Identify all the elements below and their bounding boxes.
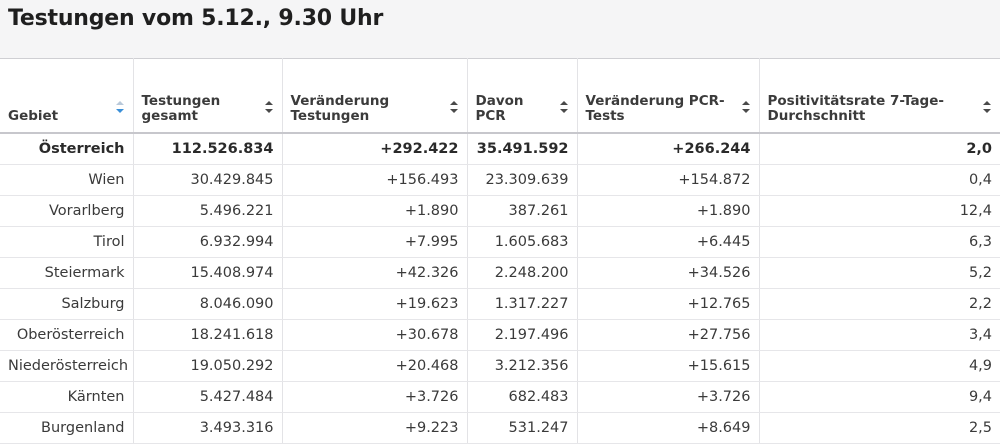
table-row: Salzburg 8.046.090 +19.623 1.317.227 +12… [0,288,1000,320]
cell-rate: 5,2 [759,257,1000,289]
sort-descending-icon[interactable] [115,100,125,114]
column-header-davon-pcr[interactable]: Davon PCR [467,58,578,134]
table-row: Burgenland 3.493.316 +9.223 531.247 +8.6… [0,412,1000,444]
column-label: Veränderung Testungen [290,93,390,124]
cell-pcr: 2.197.496 [467,319,578,351]
cell-pcr: 3.212.356 [467,350,578,382]
cell-veraenderung: +9.223 [282,412,468,444]
page-title: Testungen vom 5.12., 9.30 Uhr [8,6,384,31]
cell-pcr: 682.483 [467,381,578,413]
column-header-positivitaetsrate[interactable]: Positivitätsrate 7-Tage-Durchschnitt [759,58,1000,134]
cell-rate: 6,3 [759,226,1000,258]
cell-pcr: 35.491.592 [467,133,578,165]
table-header-row: Gebiet Testungen gesamt [0,58,1000,134]
cell-veraenderung: +1.890 [282,195,468,227]
cell-testungen: 18.241.618 [133,319,283,351]
cell-rate: 12,4 [759,195,1000,227]
page-header: Testungen vom 5.12., 9.30 Uhr [0,0,1000,58]
sort-arrows-icon[interactable] [982,100,992,114]
cell-pcr: 531.247 [467,412,578,444]
cell-testungen: 5.427.484 [133,381,283,413]
cell-veraenderung: +20.468 [282,350,468,382]
cell-gebiet: Tirol [0,226,134,258]
cell-gebiet: Niederösterreich [0,350,134,382]
cell-testungen: 8.046.090 [133,288,283,320]
column-header-gebiet[interactable]: Gebiet [0,58,134,134]
sort-arrows-icon[interactable] [741,100,751,114]
cell-gebiet: Wien [0,164,134,196]
cell-veraenderung: +156.493 [282,164,468,196]
column-label: Veränderung PCR-Tests [585,93,725,124]
cell-gebiet: Burgenland [0,412,134,444]
table-row: Wien 30.429.845 +156.493 23.309.639 +154… [0,164,1000,196]
cell-veraenderung-pcr: +1.890 [577,195,760,227]
cell-gebiet: Kärnten [0,381,134,413]
sort-arrows-icon[interactable] [559,100,569,114]
table-row: Österreich 112.526.834 +292.422 35.491.5… [0,133,1000,165]
cell-gebiet: Österreich [0,133,134,165]
table-row: Kärnten 5.427.484 +3.726 682.483 +3.726 … [0,381,1000,413]
cell-testungen: 6.932.994 [133,226,283,258]
column-header-testungen-gesamt[interactable]: Testungen gesamt [133,58,283,134]
cell-pcr: 1.317.227 [467,288,578,320]
cell-testungen: 3.493.316 [133,412,283,444]
column-header-veraenderung-testungen[interactable]: Veränderung Testungen [282,58,468,134]
cell-veraenderung: +42.326 [282,257,468,289]
cell-veraenderung: +30.678 [282,319,468,351]
cell-veraenderung: +7.995 [282,226,468,258]
cell-veraenderung-pcr: +34.526 [577,257,760,289]
cell-gebiet: Salzburg [0,288,134,320]
cell-gebiet: Oberösterreich [0,319,134,351]
cell-rate: 0,4 [759,164,1000,196]
cell-veraenderung-pcr: +15.615 [577,350,760,382]
cell-veraenderung-pcr: +266.244 [577,133,760,165]
sort-arrows-icon[interactable] [264,100,274,114]
column-label: Testungen gesamt [141,93,221,124]
cell-rate: 2,5 [759,412,1000,444]
cell-rate: 4,9 [759,350,1000,382]
table-row: Tirol 6.932.994 +7.995 1.605.683 +6.445 … [0,226,1000,258]
sort-arrows-icon[interactable] [449,100,459,114]
cell-veraenderung-pcr: +12.765 [577,288,760,320]
cell-gebiet: Steiermark [0,257,134,289]
cell-veraenderung: +292.422 [282,133,468,165]
cell-veraenderung-pcr: +8.649 [577,412,760,444]
cell-pcr: 1.605.683 [467,226,578,258]
cell-testungen: 15.408.974 [133,257,283,289]
cell-testungen: 5.496.221 [133,195,283,227]
table-row: Vorarlberg 5.496.221 +1.890 387.261 +1.8… [0,195,1000,227]
cell-veraenderung-pcr: +27.756 [577,319,760,351]
column-label: Positivitätsrate 7-Tage-Durchschnitt [767,93,944,124]
cell-rate: 2,0 [759,133,1000,165]
cell-veraenderung: +19.623 [282,288,468,320]
cell-veraenderung: +3.726 [282,381,468,413]
cell-pcr: 2.248.200 [467,257,578,289]
cell-veraenderung-pcr: +6.445 [577,226,760,258]
cell-pcr: 23.309.639 [467,164,578,196]
cell-veraenderung-pcr: +3.726 [577,381,760,413]
column-header-veraenderung-pcr-tests[interactable]: Veränderung PCR-Tests [577,58,760,134]
table-row: Niederösterreich 19.050.292 +20.468 3.21… [0,350,1000,382]
cell-pcr: 387.261 [467,195,578,227]
testungen-table: Gebiet Testungen gesamt [0,58,1000,444]
cell-testungen: 30.429.845 [133,164,283,196]
cell-gebiet: Vorarlberg [0,195,134,227]
column-label: Davon PCR [475,93,524,124]
cell-rate: 9,4 [759,381,1000,413]
cell-testungen: 19.050.292 [133,350,283,382]
cell-rate: 3,4 [759,319,1000,351]
table-row: Oberösterreich 18.241.618 +30.678 2.197.… [0,319,1000,351]
cell-veraenderung-pcr: +154.872 [577,164,760,196]
cell-testungen: 112.526.834 [133,133,283,165]
column-label: Gebiet [8,108,59,124]
cell-rate: 2,2 [759,288,1000,320]
table-row: Steiermark 15.408.974 +42.326 2.248.200 … [0,257,1000,289]
